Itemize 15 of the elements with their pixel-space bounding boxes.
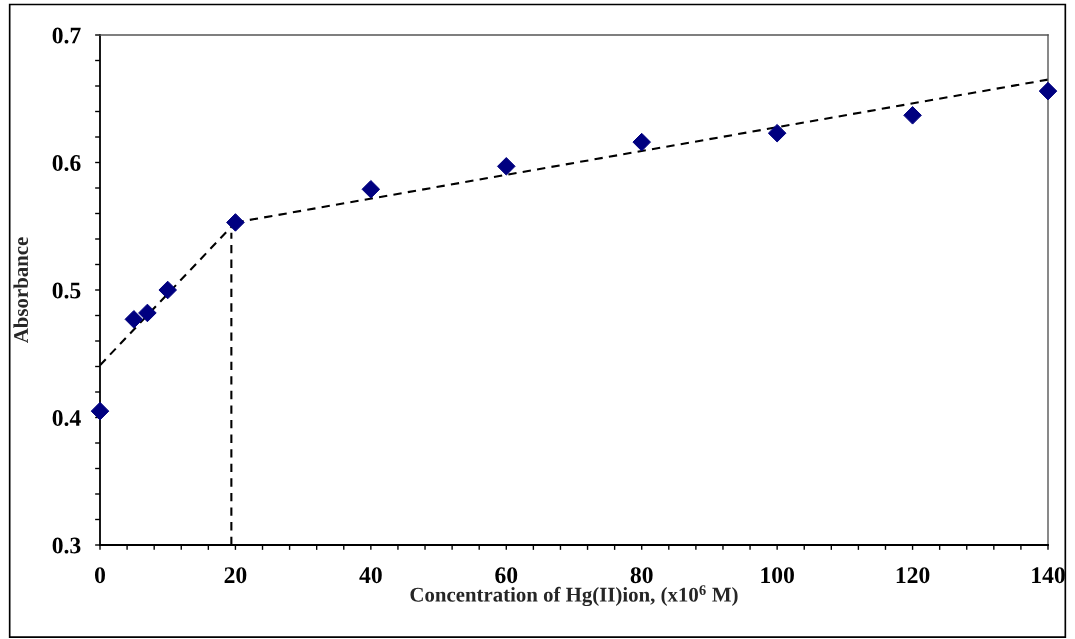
x-tick-label: 80 [630,567,653,584]
y-tick-label: 0.5 [52,282,81,299]
y-tick-label: 0.4 [52,409,81,427]
x-tick-label: 60 [495,567,518,584]
x-tick-label: 40 [359,567,382,584]
y-axis-title: Absorbance [13,237,29,344]
x-tick-label: 20 [224,567,247,584]
x-axis-title: Concentration of Hg(II)ion, (x10$^{6}$ M) [410,585,738,607]
y-tick-label: 0.3 [52,537,81,554]
x-tick-label: 120 [896,567,930,584]
y-tick-label: 0.6 [52,154,81,172]
y-tick-label: 0.7 [52,27,81,44]
x-tick-label: 140 [1032,567,1065,584]
x-tick-label: 100 [761,567,794,584]
x-tick-label: 0 [95,567,105,584]
